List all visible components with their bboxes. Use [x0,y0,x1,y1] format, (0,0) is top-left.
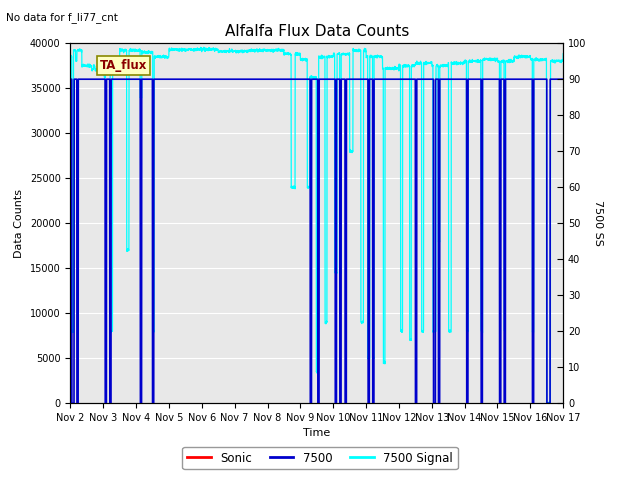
Legend: Sonic, 7500, 7500 Signal: Sonic, 7500, 7500 Signal [182,447,458,469]
Text: TA_flux: TA_flux [100,60,147,72]
Y-axis label: Data Counts: Data Counts [14,189,24,258]
Title: Alfalfa Flux Data Counts: Alfalfa Flux Data Counts [225,24,409,39]
Y-axis label: 7500 SS: 7500 SS [593,200,603,246]
Text: No data for f_li77_cnt: No data for f_li77_cnt [6,12,118,23]
X-axis label: Time: Time [303,429,330,438]
